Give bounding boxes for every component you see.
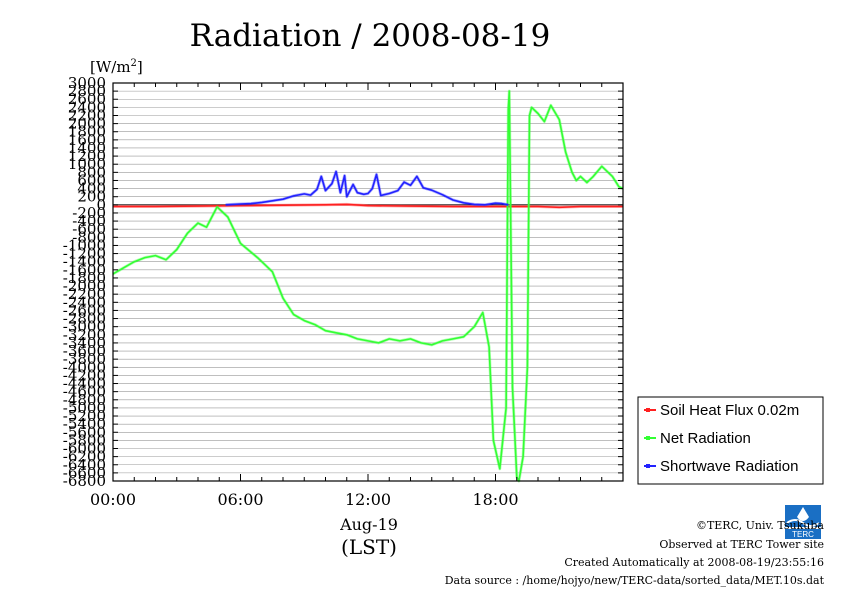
- y-tick-label: 2600: [68, 90, 106, 108]
- y-tick-label: -3200: [63, 326, 106, 344]
- y-tick-label: -2200: [63, 285, 106, 303]
- y-tick-label: 2000: [68, 115, 106, 133]
- y-tick-label: 400: [77, 180, 106, 198]
- y-unit-base: [W/m: [90, 58, 131, 76]
- y-tick-label: -6600: [63, 464, 106, 482]
- series-halo-2: [225, 170, 509, 207]
- y-tick-label: -2000: [63, 277, 106, 295]
- grid-lines: [113, 82, 623, 482]
- y-tick-label: -4400: [63, 375, 106, 393]
- y-tick-label: -1000: [63, 236, 106, 254]
- y-tick-label: -800: [72, 228, 106, 246]
- x-tick-label: 06:00: [217, 490, 263, 509]
- y-tick-label: 1800: [68, 123, 106, 141]
- y-tick-label: -6200: [63, 448, 106, 466]
- y-tick-label: 2800: [68, 82, 106, 100]
- y-tick-label: -1200: [63, 245, 106, 263]
- legend-label: Soil Heat Flux 0.02m: [660, 402, 799, 419]
- y-tick-label: -5600: [63, 423, 106, 441]
- footer-copyright: ©TERC, Univ. Tsukuba: [695, 519, 824, 532]
- y-tick-label: -4800: [63, 391, 106, 409]
- y-tick-label: -3000: [63, 318, 106, 336]
- y-tick-label: 600: [77, 171, 106, 189]
- y-tick-label: -400: [72, 212, 106, 230]
- y-tick-label: -3600: [63, 342, 106, 360]
- y-tick-label: -1400: [63, 253, 106, 271]
- y-axis-unit: [W/m2]: [90, 58, 143, 76]
- y-tick-label: -4200: [63, 366, 106, 384]
- legend-label: Net Radiation: [660, 430, 751, 447]
- y-axis-ticks: 3000280026002400220020001800160014001200…: [63, 74, 623, 490]
- y-tick-label: -6000: [63, 440, 106, 458]
- x-axis-ticks: 00:00 06:00 12:00 18:00: [90, 83, 624, 509]
- y-tick-label: -2600: [63, 301, 106, 319]
- y-tick-label: -6800: [63, 472, 106, 490]
- series-line-0: [113, 203, 623, 209]
- legend-marker: [646, 464, 650, 468]
- y-unit-close: ]: [137, 58, 143, 76]
- y-tick-label: -5800: [63, 431, 106, 449]
- y-tick-label: -1800: [63, 269, 106, 287]
- y-tick-label: -6400: [63, 456, 106, 474]
- y-tick-label: -3400: [63, 334, 106, 352]
- y-tick-label: 0: [96, 196, 106, 214]
- y-tick-label: 1600: [68, 131, 106, 149]
- y-tick-label: 200: [77, 188, 106, 206]
- y-tick-label: 800: [77, 163, 106, 181]
- y-tick-label: -1600: [63, 261, 106, 279]
- series-line-1: [112, 90, 624, 482]
- x-axis-date-label: Aug-19: [339, 515, 398, 534]
- legend-marker: [646, 436, 650, 440]
- y-tick-label: 1000: [68, 155, 106, 173]
- y-tick-label: -200: [72, 204, 106, 222]
- y-tick-label: -5200: [63, 407, 106, 425]
- legend-label: Shortwave Radiation: [660, 458, 798, 475]
- y-tick-label: -600: [72, 220, 106, 238]
- y-tick-label: -4600: [63, 383, 106, 401]
- y-tick-label: 2200: [68, 106, 106, 124]
- y-tick-label: -2400: [63, 293, 106, 311]
- legend: Soil Heat Flux 0.02m Net Radiation Shortwa…: [637, 396, 824, 485]
- x-tick-label: 18:00: [472, 490, 518, 509]
- series-layer: [112, 89, 624, 483]
- footer-observed: Observed at TERC Tower site: [659, 538, 824, 551]
- y-tick-label: -4000: [63, 358, 106, 376]
- legend-box: [637, 396, 824, 485]
- footer-created: Created Automatically at 2008-08-19/23:5…: [564, 556, 824, 569]
- plot-frame: [112, 82, 624, 482]
- chart-title: Radiation / 2008-08-19: [190, 18, 551, 54]
- x-axis-zone-label: (LST): [341, 535, 397, 559]
- x-tick-label: 00:00: [90, 490, 136, 509]
- footer-source: Data source : /home/hojyo/new/TERC-data/…: [444, 574, 824, 587]
- y-tick-label: 3000: [68, 74, 106, 92]
- y-tick-label: 2400: [68, 98, 106, 116]
- x-tick-label: 12:00: [345, 490, 391, 509]
- y-tick-label: 1200: [68, 147, 106, 165]
- y-tick-label: -5000: [63, 399, 106, 417]
- y-tick-label: -5400: [63, 415, 106, 433]
- logo-label: TERC: [792, 530, 814, 539]
- y-tick-label: -2800: [63, 310, 106, 328]
- legend-marker: [646, 408, 650, 412]
- series-line-2: [225, 170, 509, 206]
- terc-logo: TERC: [783, 503, 823, 541]
- y-tick-label: 1400: [68, 139, 106, 157]
- y-tick-label: -3800: [63, 350, 106, 368]
- y-unit-sup: 2: [131, 58, 137, 69]
